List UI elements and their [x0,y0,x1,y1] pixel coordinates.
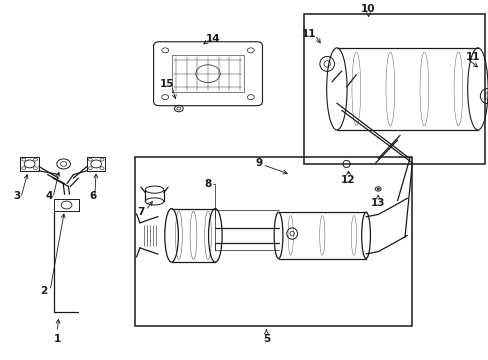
Text: 4: 4 [45,191,53,201]
Text: 1: 1 [54,334,61,344]
Text: 7: 7 [138,207,145,217]
Bar [135,157,411,327]
Text: 8: 8 [204,179,211,189]
Text: 6: 6 [89,191,96,201]
Text: 11: 11 [301,28,316,39]
Text: 3: 3 [13,191,20,201]
Text: 5: 5 [262,334,269,344]
Text: 15: 15 [159,78,174,89]
Text: 13: 13 [370,198,385,208]
Text: 11: 11 [465,52,479,62]
Text: 9: 9 [255,158,262,168]
Text: 2: 2 [41,286,48,296]
Ellipse shape [376,188,379,190]
Text: 10: 10 [361,4,375,14]
Text: 14: 14 [205,34,220,44]
Bar [303,14,484,164]
Text: 12: 12 [341,175,355,185]
